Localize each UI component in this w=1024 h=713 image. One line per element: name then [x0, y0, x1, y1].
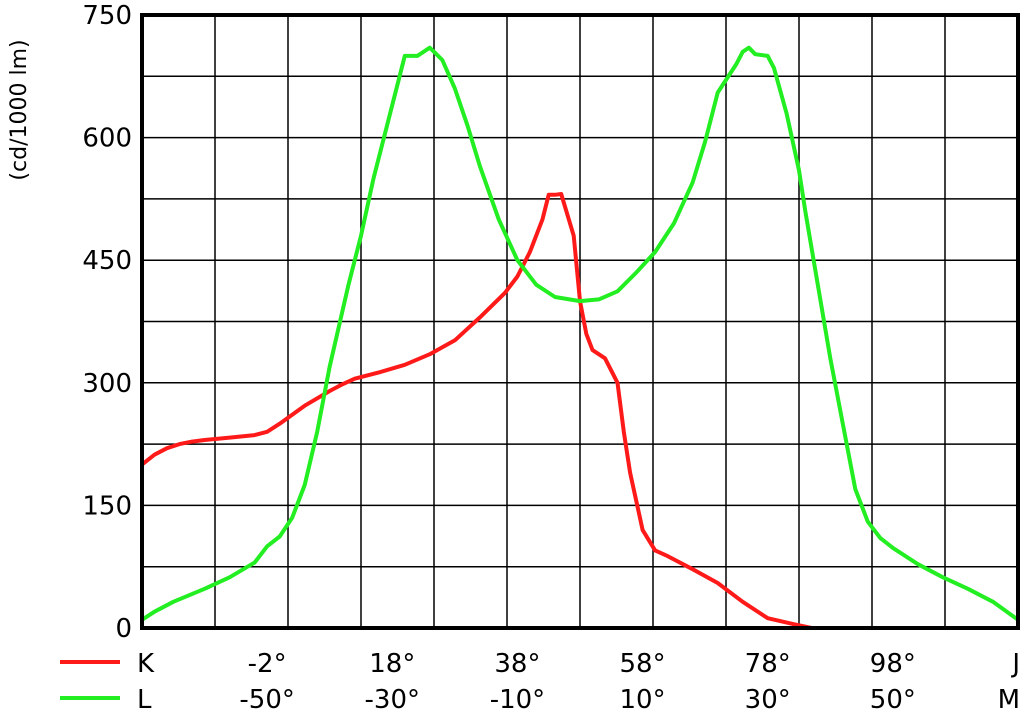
x-tick-label-k: 58°	[620, 649, 666, 679]
x-tick-label-l: -10°	[490, 685, 545, 713]
x-tick-label-k: 38°	[494, 649, 540, 679]
x-tick-label-l: -30°	[365, 685, 420, 713]
x-tick-label-l: -50°	[239, 685, 294, 713]
y-tick-label: 750	[82, 1, 132, 31]
x-tick-label-l: 10°	[620, 685, 666, 713]
legend-label-l: L	[137, 685, 152, 713]
x-tick-label-k: 98°	[870, 649, 916, 679]
x-tick-label-k: 78°	[745, 649, 791, 679]
x-axis-ticks: -2° 18° 38° 58° 78° 98° J -50° -30° -10° 10° 30° 50°…	[239, 649, 1020, 713]
series-line-k	[142, 192, 812, 628]
x-tick-label-k: 18°	[369, 649, 415, 679]
legend: KL	[60, 649, 155, 713]
x-tick-label-k: J	[1010, 649, 1020, 679]
y-tick-label: 300	[82, 369, 132, 399]
x-tick-label-l: 50°	[870, 685, 916, 713]
series-layer	[142, 45, 1018, 628]
y-tick-label: 0	[115, 614, 132, 644]
y-tick-label: 600	[82, 124, 132, 154]
series-line-l	[142, 45, 1018, 622]
y-tick-label: 450	[82, 246, 132, 276]
y-axis-label: (cd/1000 lm)	[7, 39, 32, 180]
x-tick-label-k: -2°	[248, 649, 287, 679]
grid-lines	[142, 15, 1018, 628]
x-tick-label-l: M	[998, 685, 1020, 713]
x-tick-label-l: 30°	[745, 685, 791, 713]
legend-label-k: K	[137, 649, 155, 679]
y-tick-label: 150	[82, 491, 132, 521]
plot-frame	[140, 13, 1020, 630]
y-axis-ticks: 750 600 450 300 150 0	[82, 1, 132, 644]
